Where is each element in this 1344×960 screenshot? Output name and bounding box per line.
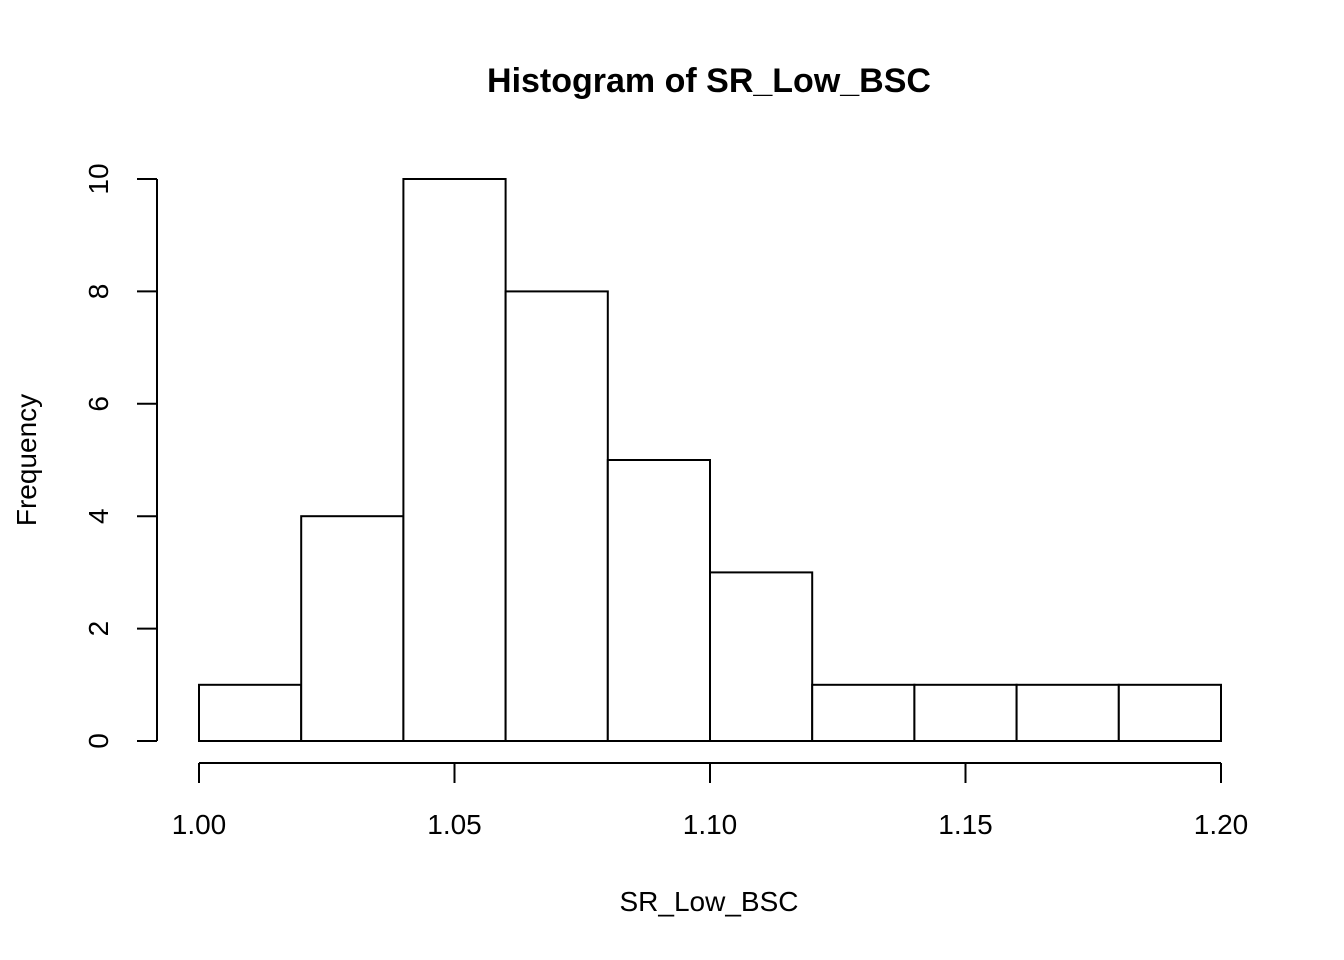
- x-tick-label: 1.20: [1194, 809, 1249, 840]
- y-axis-label: Frequency: [11, 394, 42, 526]
- histogram-bar: [1117, 683, 1223, 742]
- histogram-bar: [811, 683, 916, 742]
- histogram-bar: [709, 571, 814, 743]
- chart-title: Histogram of SR_Low_BSC: [487, 62, 931, 100]
- x-axis-label: SR_Low_BSC: [620, 886, 799, 917]
- histogram-bar: [300, 515, 405, 743]
- bars-group: [198, 178, 1223, 743]
- y-axis: 0 2 4 6 8 10: [83, 163, 158, 749]
- x-tick-label: 1.05: [427, 809, 482, 840]
- y-tick-label: 0: [83, 733, 114, 749]
- histogram-bar: [402, 178, 507, 742]
- y-tick-label: 10: [83, 163, 114, 194]
- y-tick-label: 2: [83, 621, 114, 637]
- histogram-bar: [198, 683, 303, 742]
- histogram-bar: [504, 290, 609, 742]
- x-tick-label: 1.10: [683, 809, 738, 840]
- y-tick-label: 6: [83, 396, 114, 412]
- x-axis: 1.00 1.05 1.10 1.15 1.20: [172, 762, 1249, 840]
- y-tick-label: 8: [83, 284, 114, 300]
- y-tick-label: 4: [83, 508, 114, 524]
- x-tick-label: 1.00: [172, 809, 227, 840]
- histogram-bar: [606, 459, 711, 742]
- histogram-bar: [1015, 683, 1120, 742]
- histogram-bar: [913, 683, 1018, 742]
- x-tick-label: 1.15: [938, 809, 993, 840]
